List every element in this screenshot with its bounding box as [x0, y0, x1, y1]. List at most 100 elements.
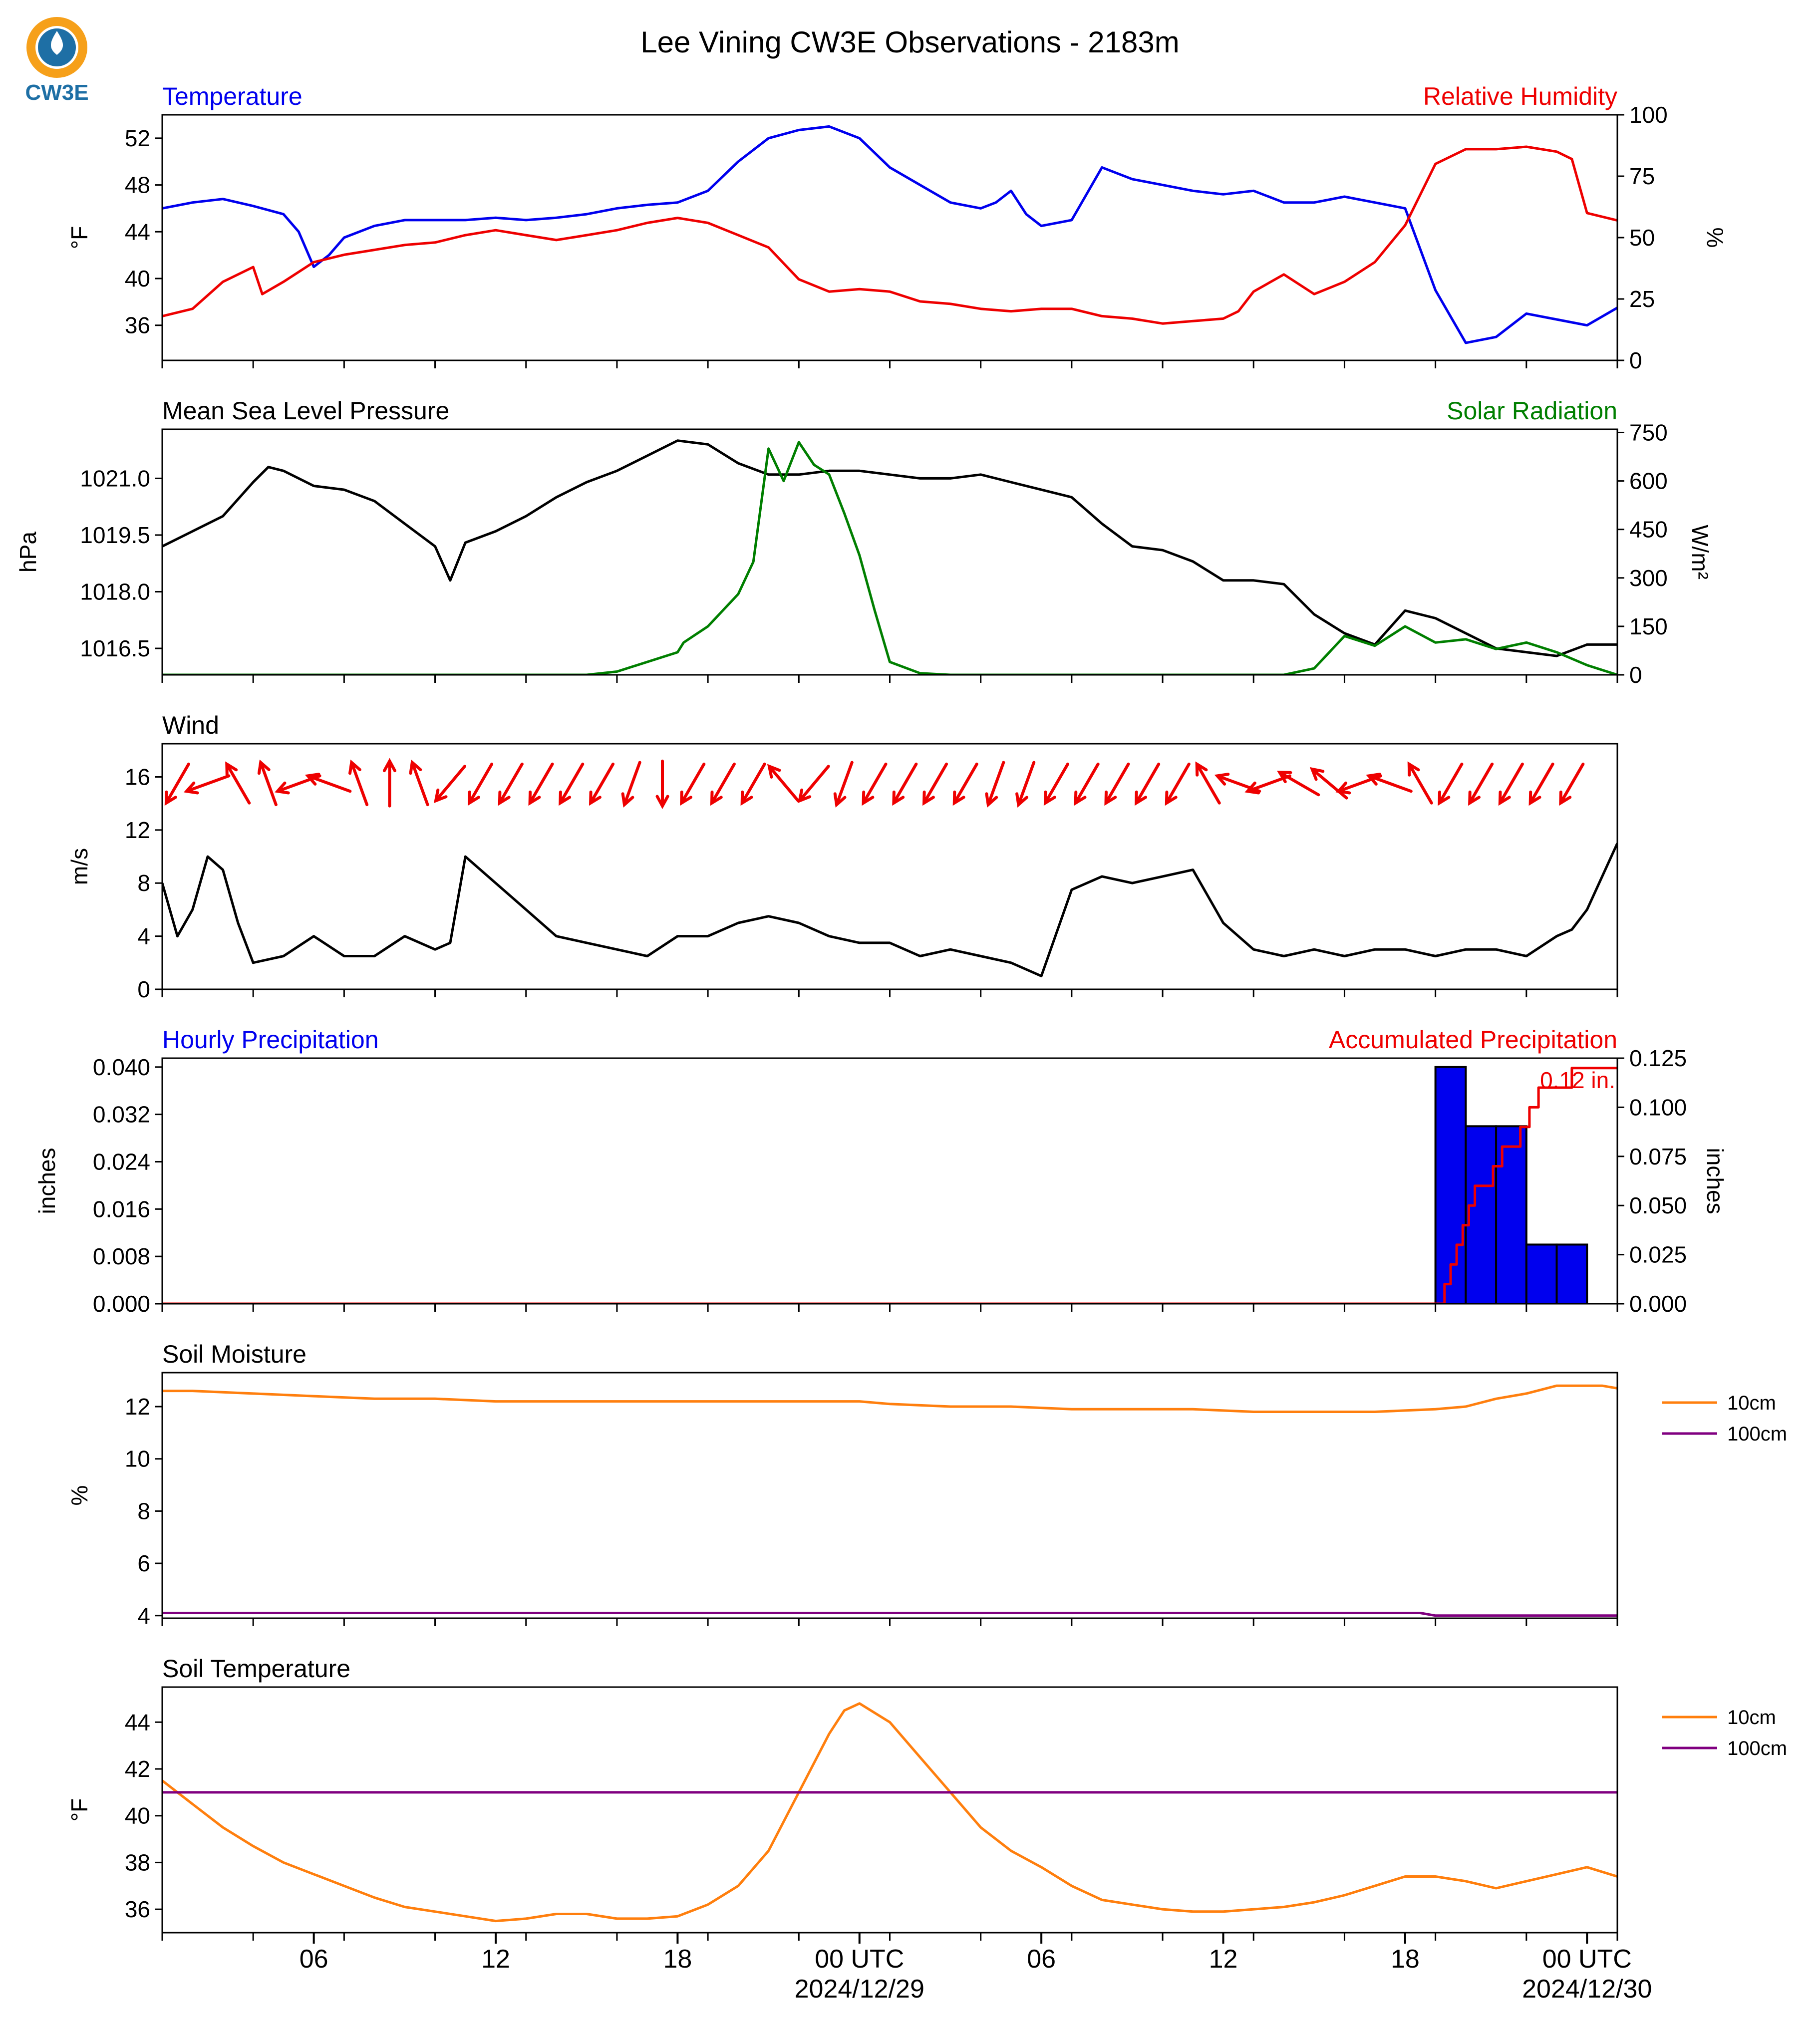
- wind-direction-arrow: [767, 764, 800, 803]
- series-line-accumulated-precipitation: [162, 1067, 1617, 1304]
- x-tick-label: 12: [481, 1945, 510, 1974]
- y-tick-label-right: 0.075: [1629, 1144, 1687, 1169]
- y-tick-label: 36: [125, 1896, 150, 1922]
- series-line-wind: [162, 843, 1617, 977]
- y-axis-label: hPa: [15, 532, 41, 573]
- series-line-relative-humidity: [162, 145, 1617, 325]
- logo-text: CW3E: [25, 80, 88, 105]
- y-tick-label-right: 0.100: [1629, 1094, 1687, 1120]
- y-tick-label: 10: [125, 1446, 150, 1472]
- page-title: Lee Vining CW3E Observations - 2183m: [640, 25, 1179, 59]
- y-tick-label: 38: [125, 1849, 150, 1875]
- logo-ring: [26, 17, 87, 78]
- y-axis-label: %: [66, 1485, 92, 1506]
- y-axis-label: °F: [66, 226, 92, 250]
- precip-total-label: 0.12 in.: [1540, 1067, 1615, 1093]
- wind-direction-arrow: [833, 761, 854, 808]
- y-tick-label: 16: [125, 764, 150, 790]
- wind-direction-arrow: [257, 759, 278, 807]
- series-line-solar-radiation: [162, 441, 1617, 675]
- x-tick-label: 00 UTC: [815, 1945, 904, 1974]
- wind-direction-arrow: [528, 762, 554, 806]
- precip-bar: [1525, 1243, 1558, 1304]
- y-tick-label: 40: [125, 266, 150, 291]
- wind-direction-arrow: [1407, 761, 1433, 805]
- y-tick-label-right: 600: [1629, 468, 1668, 494]
- x-tick-label: 00 UTC: [1542, 1945, 1632, 1974]
- wind-direction-arrow: [225, 761, 251, 805]
- y-tick-label: 4: [137, 923, 150, 949]
- y-tick-label-right: 50: [1629, 225, 1655, 251]
- series-line-100cm: [162, 1612, 1617, 1617]
- y-tick-label-right: 150: [1629, 613, 1668, 639]
- wind-direction-arrow: [1015, 761, 1036, 808]
- wind-direction-arrow: [164, 762, 190, 806]
- y-tick-label: 1016.5: [80, 635, 150, 661]
- plot-frame: [161, 428, 1618, 676]
- panel-soil-temperature: Soil Temperature 36 38 40 42 44 °F 10cm 100cm: [66, 1655, 1787, 1941]
- x-tick-label: 06: [300, 1945, 328, 1974]
- y-tick-label: 0.000: [93, 1291, 150, 1317]
- plot-frame: [161, 114, 1618, 361]
- legend-label: 10cm: [1727, 1707, 1776, 1729]
- y-tick-label: 8: [137, 1498, 150, 1524]
- y-tick-label: 36: [125, 312, 150, 338]
- y-tick-label-right: 450: [1629, 517, 1668, 543]
- y-tick-label: 48: [125, 172, 150, 198]
- wind-direction-arrow: [409, 759, 429, 807]
- y-tick-label: 0.040: [93, 1054, 150, 1080]
- panel-title-left: Soil Moisture: [162, 1340, 306, 1368]
- wind-direction-arrow: [680, 762, 706, 806]
- y-tick-label: 12: [125, 1394, 150, 1420]
- y-tick-label: 0.008: [93, 1243, 150, 1269]
- wind-direction-arrow: [1195, 761, 1221, 805]
- y-tick-label-right: 100: [1629, 102, 1668, 128]
- y-tick-label: 8: [137, 870, 150, 896]
- plot-frame: [161, 1372, 1618, 1619]
- y-tick-label: 42: [125, 1756, 150, 1782]
- wind-direction-arrow: [1528, 762, 1554, 806]
- wind-direction-arrow: [1438, 762, 1464, 806]
- y-tick-label: 0: [137, 976, 150, 1002]
- wind-direction-arrow: [433, 765, 466, 804]
- y-axis-label-right: W/m²: [1687, 525, 1713, 579]
- panel-soil-moisture: Soil Moisture 4 6 8 10 12% 10cm 100cm: [66, 1340, 1787, 1629]
- wind-direction-arrow: [498, 762, 524, 806]
- y-axis-label: inches: [34, 1148, 60, 1214]
- y-tick-label-right: 750: [1629, 419, 1668, 445]
- panel-title-left: Temperature: [162, 82, 303, 110]
- panel-title-left: Soil Temperature: [162, 1655, 350, 1683]
- precip-bar: [1555, 1243, 1588, 1304]
- y-tick-label: 4: [137, 1603, 150, 1629]
- wind-direction-arrow: [922, 762, 948, 806]
- series-line-10cm: [162, 1702, 1617, 1923]
- wind-direction-arrow: [1276, 771, 1320, 797]
- y-tick-label-right: 0: [1629, 662, 1642, 688]
- panel-wind: Wind 0 4 8 12 16 m/s: [66, 711, 1618, 1002]
- wind-direction-arrow: [304, 773, 352, 793]
- y-axis-label-right: %: [1702, 228, 1728, 248]
- y-tick-label: 1019.5: [80, 522, 150, 548]
- cw3e-logo: CW3E: [25, 17, 89, 105]
- y-axis-label: °F: [66, 1798, 92, 1822]
- plot-area: [162, 843, 1617, 977]
- y-tick-label: 12: [125, 817, 150, 843]
- wind-direction-arrow: [655, 759, 669, 810]
- wind-direction-arrow: [1366, 773, 1413, 793]
- y-tick-label-right: 25: [1629, 286, 1655, 312]
- plot-area: [162, 1702, 1617, 1923]
- wind-direction-arrow: [952, 762, 978, 806]
- plot-frame: [161, 1686, 1618, 1934]
- wind-direction-arrow: [1468, 762, 1494, 806]
- panel-title-right: Solar Radiation: [1447, 397, 1617, 425]
- wind-direction-arrow: [589, 762, 615, 806]
- legend-label: 100cm: [1727, 1738, 1787, 1759]
- wind-direction-arrow: [1104, 762, 1130, 806]
- wind-direction-arrow: [1498, 762, 1524, 806]
- precip-bar: [1495, 1125, 1527, 1304]
- y-tick-label-right: 0.125: [1629, 1045, 1687, 1071]
- panel-title-right: Relative Humidity: [1423, 82, 1617, 110]
- y-tick-label: 0.016: [93, 1196, 150, 1222]
- wind-direction-arrow: [1309, 767, 1348, 800]
